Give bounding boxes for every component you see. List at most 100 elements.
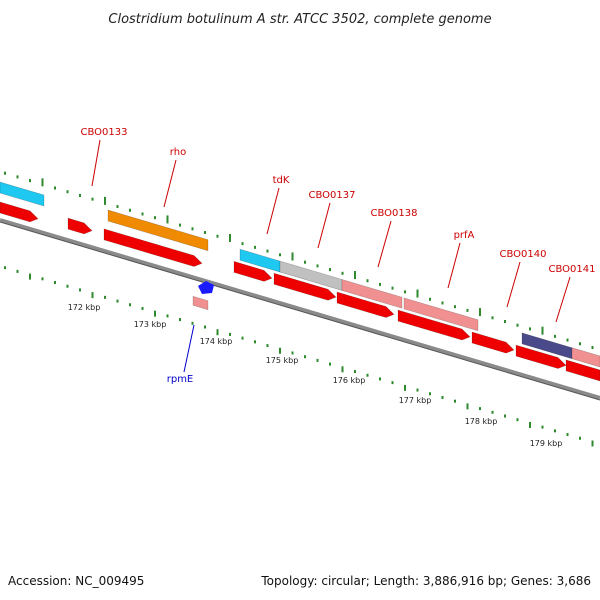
inner-tick-mark (141, 306, 144, 310)
kbp-label: 173 kbp (134, 320, 167, 329)
outer-tick-mark (554, 334, 556, 338)
kbp-label: 172 kbp (68, 303, 101, 312)
outer-tick-mark (454, 305, 456, 309)
inner-tick-mark (154, 310, 156, 317)
inner-tick-mark (41, 277, 44, 281)
outer-tick-mark (54, 186, 56, 190)
feature-track-cds (0, 201, 600, 382)
rpmE-marker (198, 281, 214, 294)
inner-tick-mark (166, 314, 169, 318)
inner-tick-mark (279, 347, 281, 354)
outer-tick-mark (191, 227, 194, 231)
cds-arrow (273, 272, 337, 301)
gene-label: CBO0138 (371, 208, 418, 219)
kbp-label: 175 kbp (266, 356, 299, 365)
outer-tick-mark (166, 215, 169, 224)
cds-arrow (471, 331, 515, 354)
gene-leader-line (377, 220, 392, 268)
pink-feature (403, 297, 479, 332)
outer-tick-mark (254, 245, 256, 249)
kbp-label: 178 kbp (465, 417, 498, 426)
inner-tick-mark (191, 321, 194, 325)
kbp-label: 176 kbp (333, 376, 366, 385)
kbp-label: 177 kbp (399, 396, 432, 405)
inner-tick-mark (541, 425, 544, 429)
backbone (0, 218, 600, 400)
inner-tick-mark (316, 358, 319, 362)
inner-tick-mark (304, 355, 306, 359)
cds-arrow (67, 217, 93, 235)
outer-tick-mark (229, 233, 231, 242)
inner-tick-mark (591, 440, 594, 447)
outer-tick-mark (41, 178, 44, 187)
outer-tick-mark (566, 338, 569, 342)
outer-tick-mark (116, 205, 119, 209)
inner-tick-mark (216, 329, 219, 336)
inner-tick-mark (391, 381, 394, 385)
inner-tick-mark (379, 377, 381, 381)
inner-tick-mark (341, 366, 344, 373)
gene-label: prfA (454, 230, 475, 241)
outer-tick-mark (429, 297, 431, 301)
outer-tick-mark (379, 282, 381, 286)
outer-tick-mark (279, 253, 281, 257)
inner-tick-track (4, 266, 594, 447)
feature-track-colored (0, 181, 600, 368)
outer-tick-mark (304, 260, 306, 264)
inner-tick-mark (416, 388, 419, 392)
outer-tick-mark (104, 196, 106, 205)
inner-tick-mark (204, 325, 206, 329)
outer-tick-mark (366, 279, 369, 283)
gene-leader-line (266, 187, 280, 235)
inner-tick-mark (129, 303, 131, 307)
inner-tick-mark (366, 373, 369, 377)
outer-tick-mark (354, 271, 356, 280)
inner-tick-mark (491, 410, 494, 414)
inner-tick-mark (29, 273, 31, 280)
inner-tick-mark (529, 421, 531, 428)
outer-tick-mark (341, 271, 344, 275)
outer-tick-mark (79, 193, 81, 197)
pink-feature (571, 347, 600, 368)
genome-summary-text: Topology: circular; Length: 3,886,916 bp… (261, 574, 591, 588)
pink-feature (341, 279, 403, 309)
gene-leader-line (506, 261, 521, 308)
gene-leader-line (163, 159, 177, 208)
cds-arrow (336, 291, 395, 318)
gene-label: CBO0137 (309, 190, 356, 201)
outer-tick-mark (441, 301, 444, 305)
outer-tick-track (4, 171, 594, 349)
outer-tick-mark (91, 197, 94, 201)
cyan-feature (0, 181, 45, 207)
outer-tick-mark (179, 223, 181, 227)
kbp-label: 179 kbp (530, 439, 563, 448)
inner-tick-mark (429, 392, 431, 396)
cds-arrow (515, 344, 567, 369)
inner-tick-mark (329, 362, 331, 366)
gene-leader-line (447, 242, 461, 289)
outer-tick-mark (291, 252, 294, 261)
gene-label: CBO0140 (500, 249, 547, 260)
inner-tick-mark (4, 266, 6, 270)
cds-arrow (233, 261, 273, 282)
outer-tick-mark (154, 216, 156, 220)
outer-tick-mark (579, 342, 581, 346)
outer-tick-mark (466, 308, 469, 312)
gene-leader-line (555, 276, 571, 323)
cds-arrow (103, 228, 203, 267)
inner-tick-mark (354, 370, 356, 374)
inner-tick-mark (441, 395, 444, 399)
gene-labels: CBO0133 rho tdK CBO0137 CBO0138 prfA CBO0140CB… (81, 127, 596, 385)
outer-tick-mark (591, 345, 594, 349)
outer-tick-mark (266, 249, 269, 253)
accession-text: Accession: NC_009495 (8, 574, 145, 588)
cds-arrow (397, 309, 471, 341)
outer-tick-mark (4, 171, 6, 175)
inner-tick-mark (566, 433, 569, 437)
cds-arrow (0, 201, 39, 223)
inner-tick-mark (554, 429, 556, 433)
inner-tick-mark (179, 318, 181, 322)
gene-leader-line (317, 202, 331, 249)
rpmE-feature (192, 295, 209, 311)
